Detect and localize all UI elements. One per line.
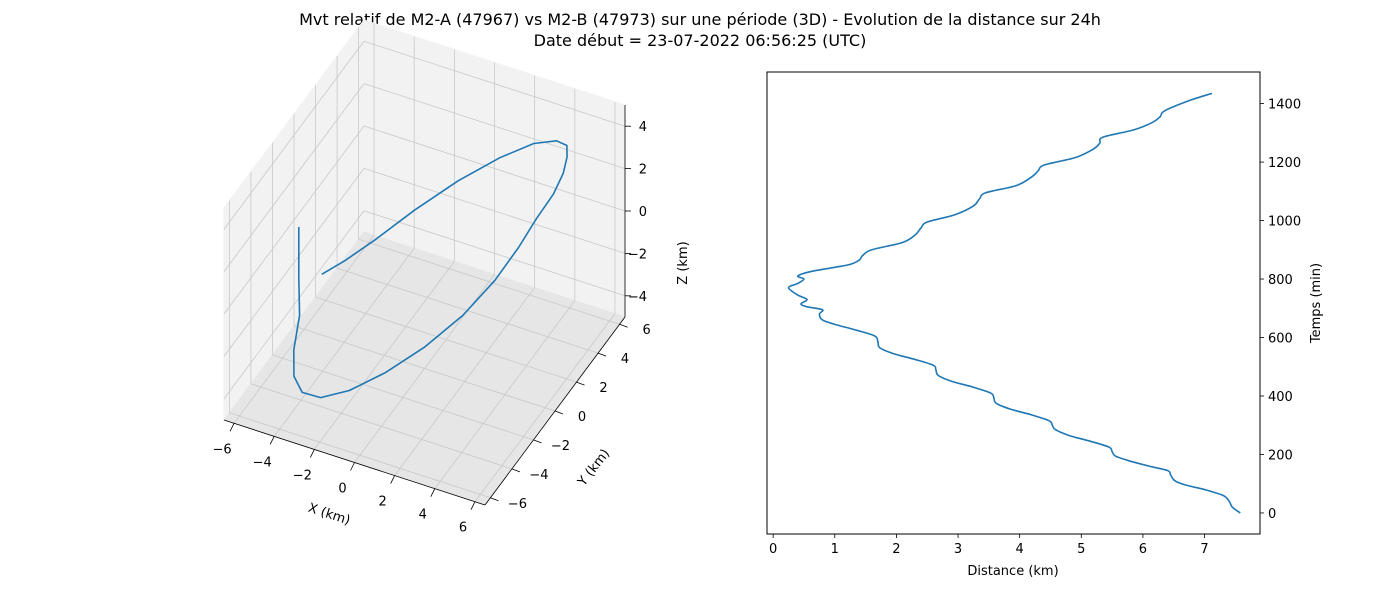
x-axis-ticks: 0 1 2 3 4 5 6 7 xyxy=(769,534,1209,557)
figure-subtitle: Date début = 23-07-2022 06:56:25 (UTC) xyxy=(533,31,867,50)
figure-title: Mvt relatif de M2-A (47967) vs M2-B (479… xyxy=(299,10,1101,29)
y-tick-mark xyxy=(554,410,564,415)
x-tick-mark xyxy=(309,449,315,458)
y-tick-label: 0 xyxy=(578,410,586,425)
x-tick-label: 6 xyxy=(459,521,467,536)
y-tick-label: 800 xyxy=(1268,273,1293,288)
gridline-z-left xyxy=(223,210,365,400)
3d-y-axis-label: Y (km) xyxy=(575,447,614,490)
y-tick-label: −6 xyxy=(508,497,527,512)
gridline-y-floor xyxy=(358,238,620,325)
y-tick-label: −2 xyxy=(551,439,570,454)
gridline-z-back xyxy=(363,210,626,297)
y-tick-label: −4 xyxy=(529,468,548,483)
y-tick-mark xyxy=(619,323,628,328)
x-tick-label: −4 xyxy=(253,455,272,470)
x-tick-label: 5 xyxy=(1077,542,1085,557)
y-tick-label: 1000 xyxy=(1268,215,1301,230)
y-tick-label: 400 xyxy=(1268,390,1293,405)
gridline-z-back xyxy=(363,83,626,169)
gridline-z-back xyxy=(363,125,626,212)
gridline-y-floor xyxy=(293,325,556,412)
3d-panes xyxy=(223,18,626,506)
gridline-z-left xyxy=(223,125,365,315)
y-tick-mark xyxy=(490,497,499,502)
gridline-z-left xyxy=(223,83,365,272)
x-tick-mark xyxy=(430,488,436,497)
y-axis-ticks: 0 200 400 600 800 1000 1200 1400 xyxy=(1260,98,1301,522)
x-axis-label: Distance (km) xyxy=(967,564,1058,579)
z-tick-label: 2 xyxy=(639,163,647,178)
y-tick-label: 2 xyxy=(599,381,607,396)
z-tick-label: −2 xyxy=(628,247,647,262)
y-tick-label: 6 xyxy=(642,323,650,338)
y-tick-label: 4 xyxy=(621,352,629,367)
gridline-z-back xyxy=(363,168,626,254)
trajectory-line xyxy=(292,139,568,399)
y-tick-mark xyxy=(576,381,585,386)
x-tick-label: −2 xyxy=(293,468,312,483)
x-tick-label: 1 xyxy=(831,542,839,557)
x-tick-label: 7 xyxy=(1200,542,1208,557)
x-tick-label: 0 xyxy=(769,542,777,557)
3d-x-axis-label: X (km) xyxy=(306,501,352,529)
x-tick-mark xyxy=(229,423,235,432)
y-tick-label: 0 xyxy=(1268,507,1276,522)
y-tick-label: 1400 xyxy=(1268,98,1301,113)
x-tick-label: 6 xyxy=(1139,542,1147,557)
gridline-z-left xyxy=(223,168,365,357)
x-tick-mark xyxy=(390,475,396,484)
x-tick-mark xyxy=(350,462,355,471)
3d-z-axis-label: Z (km) xyxy=(676,241,691,284)
plot-area-frame xyxy=(766,71,1261,535)
y-axis-label: Temps (min) xyxy=(1309,263,1324,344)
y-tick-label: 600 xyxy=(1268,332,1293,347)
z-tick-label: 4 xyxy=(639,120,647,135)
x-tick-label: 4 xyxy=(1016,542,1024,557)
3d-series-line xyxy=(292,139,568,399)
gridline-y-floor xyxy=(250,383,513,470)
x-tick-label: 4 xyxy=(419,508,427,523)
gridline-z-back xyxy=(363,40,626,127)
y-tick-label: 200 xyxy=(1268,448,1293,463)
y-tick-mark xyxy=(511,468,521,473)
x-tick-label: −6 xyxy=(212,442,231,457)
x-tick-label: 3 xyxy=(954,542,962,557)
gridline-y-floor xyxy=(272,354,534,441)
x-tick-label: 2 xyxy=(892,542,900,557)
x-tick-label: 0 xyxy=(338,482,346,497)
x-tick-label: 2 xyxy=(379,495,387,510)
x-tick-mark xyxy=(269,436,275,445)
gridline-y-floor xyxy=(229,412,491,499)
y-tick-mark xyxy=(597,352,607,357)
y-tick-label: 1200 xyxy=(1268,156,1301,171)
x-tick-mark xyxy=(470,501,476,510)
3d-gridlines xyxy=(223,23,626,502)
y-tick-mark xyxy=(533,439,542,444)
z-tick-label: 0 xyxy=(639,205,647,220)
gridline-z-left xyxy=(223,40,365,230)
distance-time-line xyxy=(787,92,1241,514)
series-line xyxy=(787,92,1241,514)
gridline-y-floor xyxy=(315,296,577,383)
z-tick-label: −4 xyxy=(628,290,647,305)
